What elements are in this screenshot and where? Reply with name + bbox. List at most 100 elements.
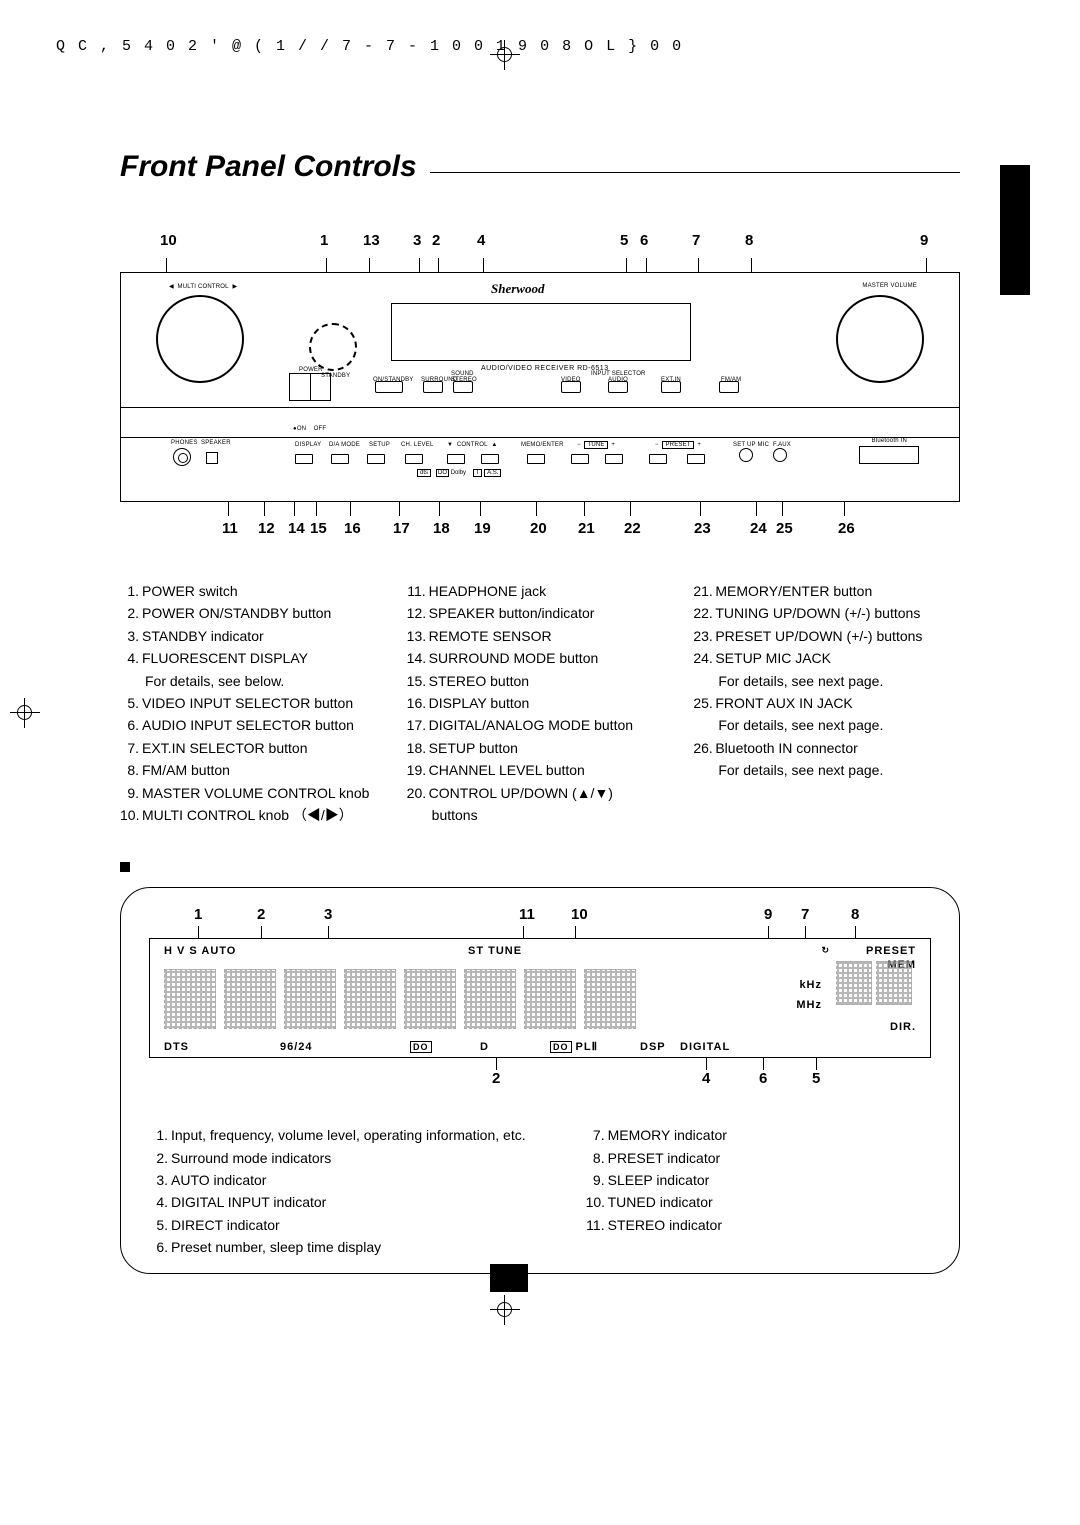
label-da: D/A MODE	[329, 442, 360, 448]
remote-sensor	[309, 323, 357, 371]
headphone-jack	[173, 448, 191, 466]
fl-bot-lines	[149, 1058, 931, 1070]
fl-callout-top: 8	[851, 906, 859, 923]
title-rule	[430, 172, 960, 173]
fl-callout-top: 2	[257, 906, 265, 923]
label-memo: MEMO/ENTER	[521, 442, 564, 448]
ind-mhz: MHz	[796, 999, 822, 1011]
fl-callout-top: 3	[324, 906, 332, 923]
btn-ctrl-down	[447, 454, 465, 464]
label-display: DISPLAY	[295, 442, 321, 448]
callout-top: 6	[640, 232, 648, 249]
control-item: 19.CHANNEL LEVEL button	[407, 759, 674, 781]
ind-pl2: DO PLⅡ	[550, 1040, 598, 1053]
fl-list-column: 1.Input, frequency, volume level, operat…	[149, 1124, 526, 1258]
fluorescent-display	[391, 303, 691, 361]
callout-bottom: 20	[530, 520, 547, 537]
label-bt: Bluetooth IN	[872, 438, 907, 444]
fl-callout-bottom: 5	[812, 1070, 820, 1087]
callout-bottom: 19	[474, 520, 491, 537]
master-volume-knob	[836, 295, 924, 383]
controls-column: 11.HEADPHONE jack12.SPEAKER button/indic…	[407, 580, 674, 826]
label-on-off: ●ON OFF	[293, 426, 326, 432]
fl-list-item: 2.Surround mode indicators	[149, 1147, 526, 1169]
callout-top: 7	[692, 232, 700, 249]
control-item: 3.STANDBY indicator	[120, 625, 387, 647]
top-callouts: 1011332456789	[120, 232, 960, 258]
control-item-sub: For details, see next page.	[693, 714, 960, 736]
btn-setup	[367, 454, 385, 464]
callout-bottom: 21	[578, 520, 595, 537]
fl-display-box: 1231110978 H V S AUTO ST TUNE ↻ PRESET M…	[120, 887, 960, 1273]
segment-digits	[164, 969, 636, 1029]
btn-stereo	[453, 381, 473, 393]
label-tune: − TUNE +	[577, 442, 615, 448]
controls-list: 1.POWER switch2.POWER ON/STANDBY button3…	[120, 580, 960, 826]
front-panel-diagram: 1011332456789 ◀ MULTI CONTROL ▶ STANDBY …	[120, 232, 960, 544]
fl-callout-bottom: 4	[702, 1070, 710, 1087]
fl-list-item: 9.SLEEP indicator	[586, 1169, 727, 1191]
fl-list-column: 7.MEMORY indicator8.PRESET indicator9.SL…	[586, 1124, 727, 1258]
bullet-icon	[120, 862, 130, 872]
control-item-sub: For details, see below.	[120, 670, 387, 692]
control-item: 25.FRONT AUX IN JACK	[693, 692, 960, 714]
fl-indicator-list: 1.Input, frequency, volume level, operat…	[149, 1124, 931, 1258]
control-item: 13.REMOTE SENSOR	[407, 625, 674, 647]
callout-top: 9	[920, 232, 928, 249]
callout-top: 4	[477, 232, 485, 249]
control-item: 12.SPEAKER button/indicator	[407, 602, 674, 624]
fl-callout-top: 9	[764, 906, 772, 923]
ind-dir: DIR.	[890, 1021, 916, 1033]
ind-96-24: 96/24	[280, 1041, 313, 1053]
btn-da-mode	[331, 454, 349, 464]
fl-callout-bottom: 2	[492, 1070, 500, 1087]
fl-list-item: 3.AUTO indicator	[149, 1169, 526, 1191]
ind-digital: DIGITAL	[680, 1041, 730, 1053]
fl-list-item: 7.MEMORY indicator	[586, 1124, 727, 1146]
fl-callout-top: 1	[194, 906, 202, 923]
top-callout-lines	[120, 258, 960, 272]
btn-preset-up	[687, 454, 705, 464]
fl-list-item: 5.DIRECT indicator	[149, 1214, 526, 1236]
label-faux: F.AUX	[773, 442, 791, 448]
header-code: Q C , 5 4 0 2 ' @ ( 1 / / 7 - 7 - 1 0 0 …	[56, 38, 683, 55]
ind-dts: DTS	[164, 1041, 189, 1053]
controls-column: 1.POWER switch2.POWER ON/STANDBY button3…	[120, 580, 387, 826]
control-item: 24.SETUP MIC JACK	[693, 647, 960, 669]
control-item: 10.MULTI CONTROL knob （◀/▶）	[120, 804, 387, 826]
bottom-callout-lines	[120, 502, 960, 516]
receiver-outline: ◀ MULTI CONTROL ▶ STANDBY Sherwood AUDIO…	[120, 272, 960, 502]
callout-bottom: 18	[433, 520, 450, 537]
label-control: ▼ CONTROL ▲	[447, 442, 497, 448]
control-item: 9.MASTER VOLUME CONTROL knob	[120, 782, 387, 804]
control-item: 21.MEMORY/ENTER button	[693, 580, 960, 602]
crop-mark-bottom	[490, 1295, 520, 1325]
front-aux-jack	[773, 448, 787, 462]
control-item: 17.DIGITAL/ANALOG MODE button	[407, 714, 674, 736]
control-item: 4.FLUORESCENT DISPLAY	[120, 647, 387, 669]
callout-bottom: 14	[288, 520, 305, 537]
fl-list-item: 10.TUNED indicator	[586, 1191, 727, 1213]
bottom-callouts: 111214151617181920212223242526	[120, 520, 960, 544]
control-item: 23.PRESET UP/DOWN (+/-) buttons	[693, 625, 960, 647]
page-content: Front Panel Controls 1011332456789 ◀ MUL…	[120, 150, 960, 1274]
ind-d: D	[480, 1041, 489, 1053]
fl-callout-top: 7	[801, 906, 809, 923]
surround-logos: dts DO Dolby T A.S.	[417, 470, 501, 476]
fl-list-item: 1.Input, frequency, volume level, operat…	[149, 1124, 526, 1146]
control-item: 6.AUDIO INPUT SELECTOR button	[120, 714, 387, 736]
callout-bottom: 12	[258, 520, 275, 537]
callout-bottom: 25	[776, 520, 793, 537]
fl-list-item: 11.STEREO indicator	[586, 1214, 727, 1236]
fl-bottom-callouts: 2465	[149, 1070, 931, 1090]
control-item: 20.CONTROL UP/DOWN (▲/▼)	[407, 782, 674, 804]
btn-tune-down	[571, 454, 589, 464]
btn-audio	[608, 381, 628, 393]
control-item-sub: buttons	[407, 804, 674, 826]
callout-top: 8	[745, 232, 753, 249]
control-item: 5.VIDEO INPUT SELECTOR button	[120, 692, 387, 714]
power-switch	[289, 373, 331, 401]
ind-dd1: DO	[410, 1041, 432, 1053]
control-item-sub: For details, see next page.	[693, 670, 960, 692]
label-phones: PHONES	[171, 440, 198, 446]
